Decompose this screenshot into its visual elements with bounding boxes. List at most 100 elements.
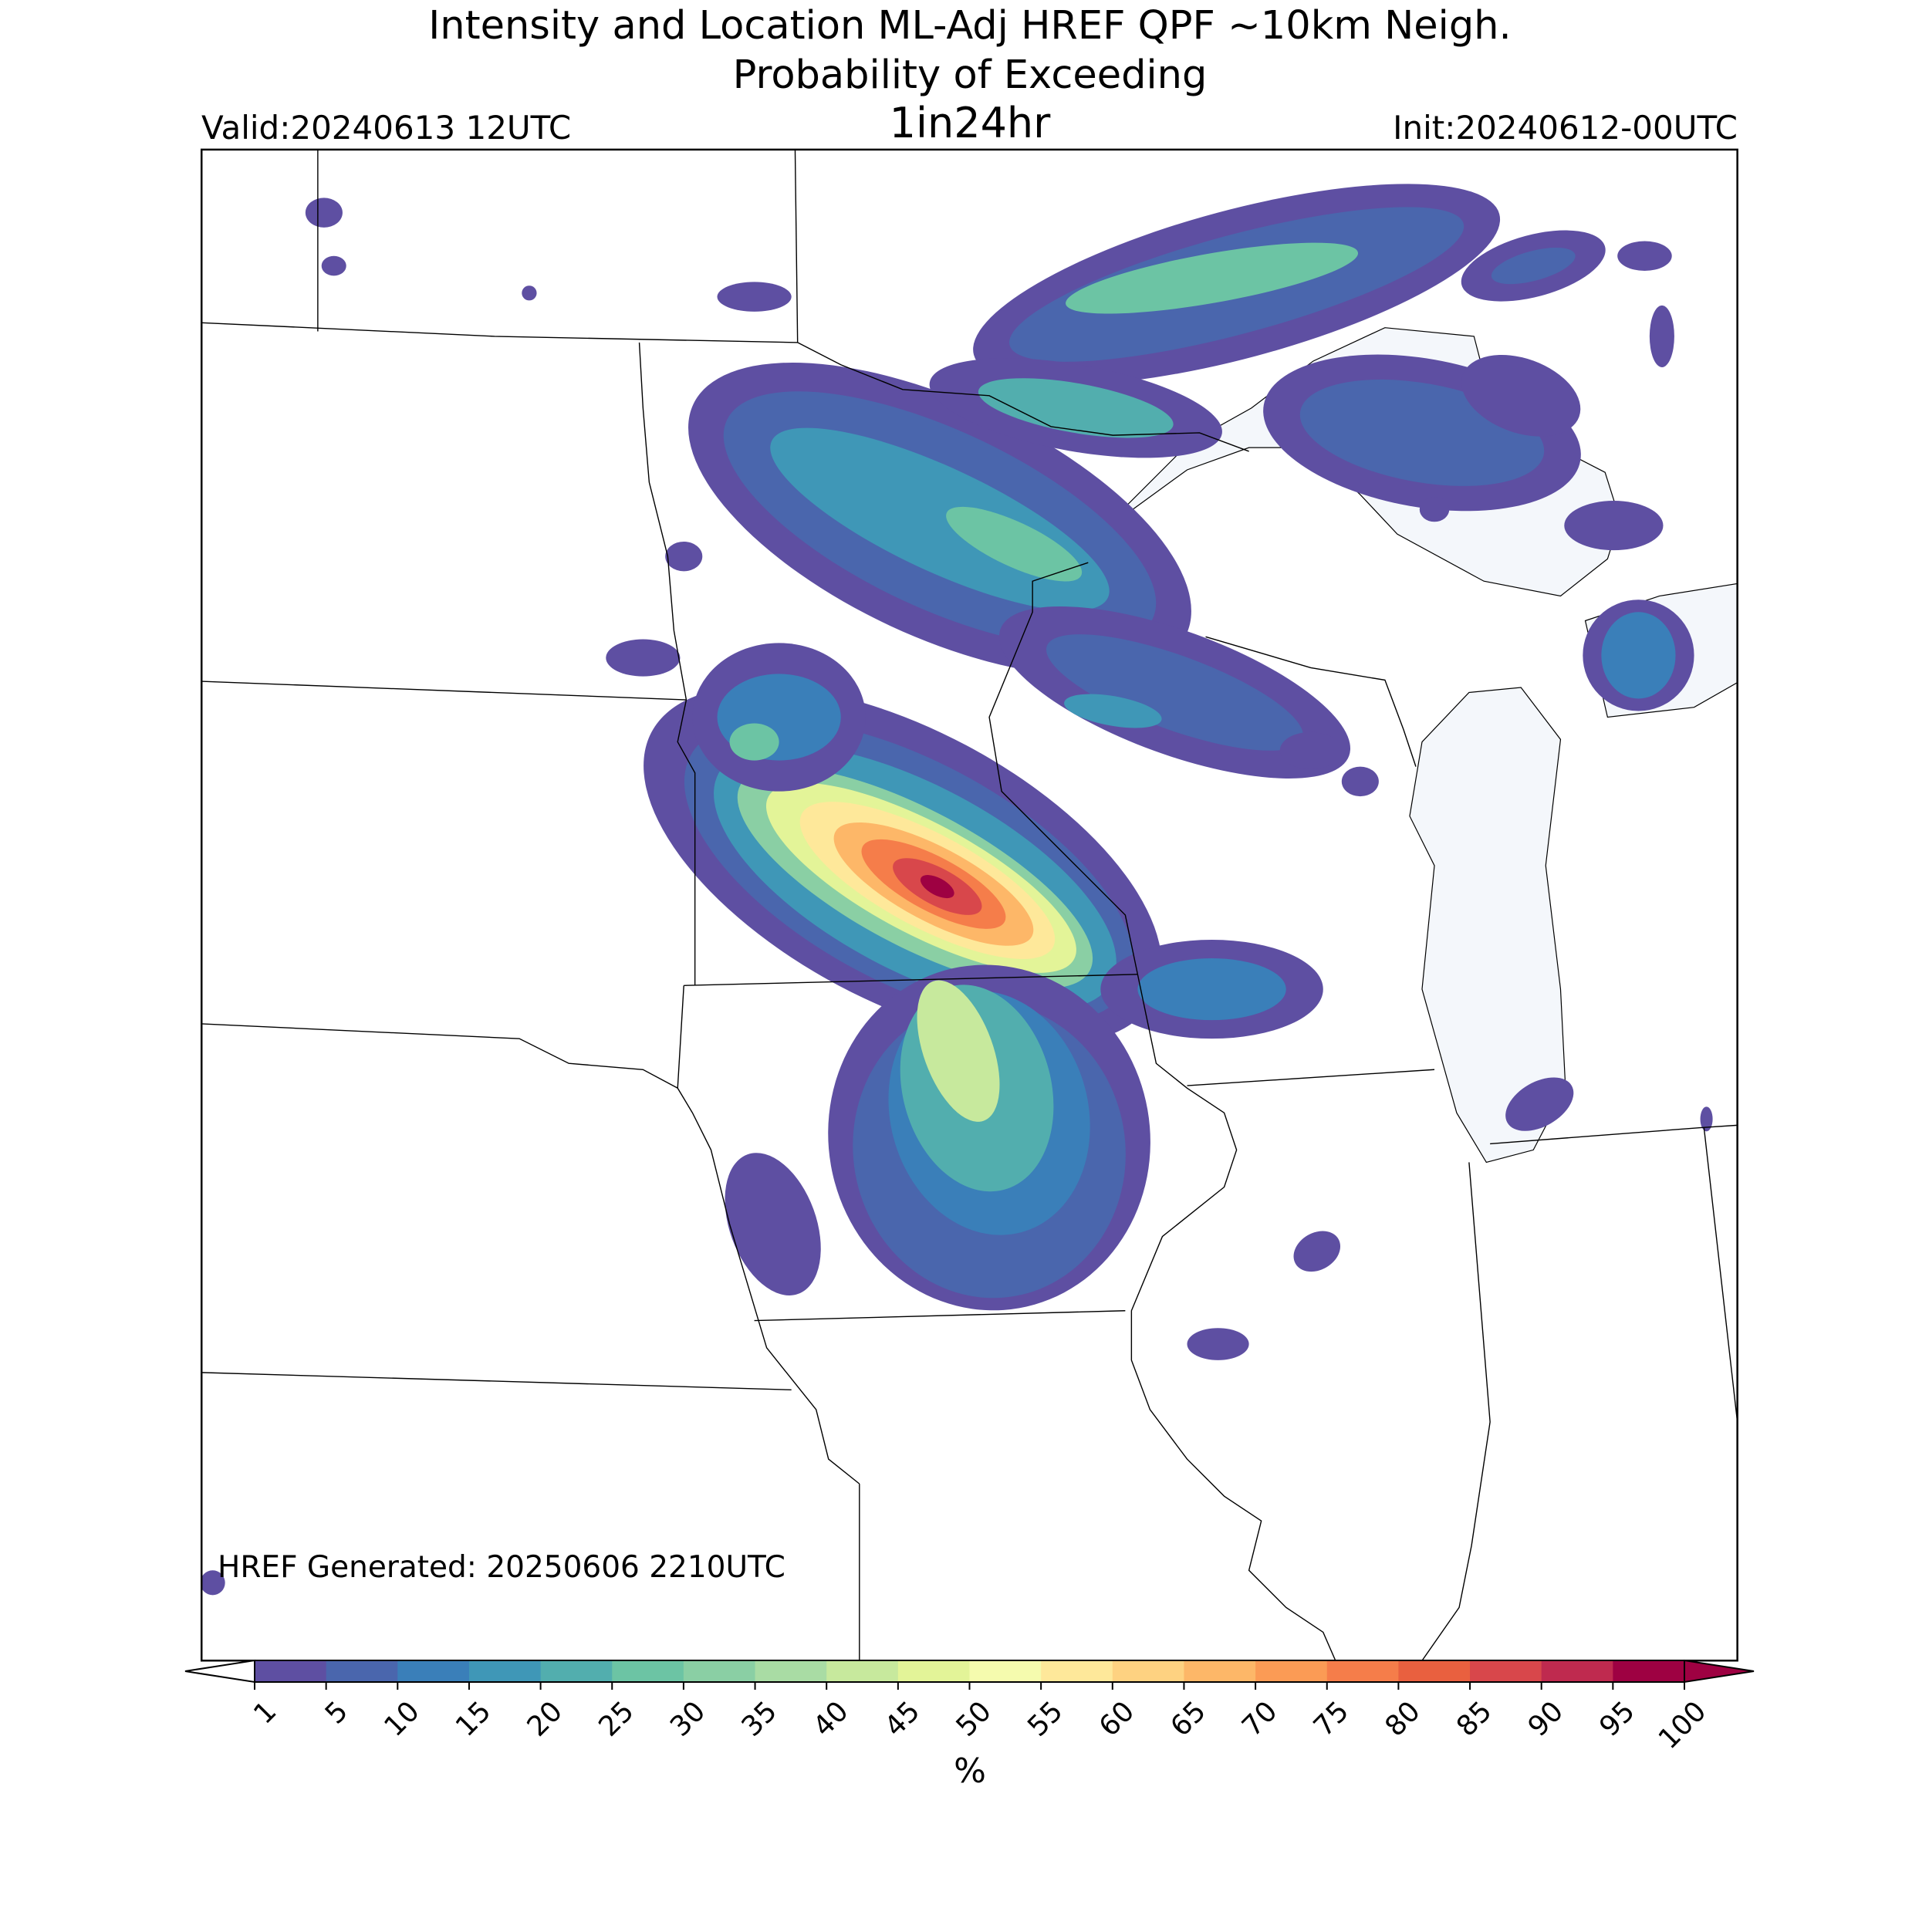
probability-contour	[946, 506, 1083, 582]
border	[1704, 1128, 1737, 1422]
probability-contour	[1341, 766, 1379, 797]
border	[640, 343, 687, 700]
colorbar-tick-label: 80	[1379, 1695, 1426, 1742]
colorbar-swatch	[255, 1660, 327, 1682]
colorbar-swatch	[1255, 1660, 1328, 1682]
colorbar-tick-label: 60	[1093, 1695, 1140, 1742]
border	[201, 681, 686, 700]
colorbar-tick-label: 10	[378, 1695, 425, 1742]
border	[1490, 1125, 1738, 1143]
probability-contour	[729, 723, 779, 761]
probability-contour	[1066, 242, 1359, 314]
colorbar-swatch	[1041, 1660, 1113, 1682]
border	[684, 974, 1137, 985]
colorbar-tick-label: 65	[1165, 1695, 1212, 1742]
colorbar-swatch	[1470, 1660, 1542, 1682]
colorbar-tick-label: 55	[1022, 1695, 1069, 1742]
probability-contour	[725, 1153, 821, 1295]
init-time: Init:20240612-00UTC	[1393, 109, 1738, 147]
accumulation-period: 1in24hr	[890, 99, 1052, 147]
border	[755, 1311, 1126, 1321]
probability-contour	[1617, 241, 1672, 271]
probability-contour	[201, 1570, 225, 1596]
probability-contour	[920, 875, 954, 899]
probability-contour	[1419, 497, 1450, 522]
border	[677, 985, 729, 1224]
probability-field	[201, 184, 1713, 1596]
probability-contour	[978, 378, 1174, 438]
probability-contour	[305, 198, 343, 228]
probability-contour	[717, 282, 792, 312]
probability-contour	[1046, 634, 1303, 751]
border	[730, 1224, 860, 1484]
colorbar-tick-label: 100	[1653, 1695, 1713, 1755]
probability-contour	[1187, 1328, 1249, 1360]
border	[677, 700, 694, 985]
colorbar-tick-label: 30	[664, 1695, 711, 1742]
colorbar-swatch	[1326, 1660, 1399, 1682]
colorbar-swatch	[755, 1660, 827, 1682]
probability-contour	[606, 639, 681, 677]
colorbar-swatch	[969, 1660, 1042, 1682]
colorbar-tick-label: 20	[522, 1695, 569, 1742]
colorbar-swatch	[397, 1660, 470, 1682]
colorbar-swatch	[897, 1660, 970, 1682]
probability-contour	[1461, 354, 1581, 437]
colorbar-tick-label: 15	[450, 1695, 497, 1742]
valid-time: Valid:20240613 12UTC	[201, 109, 571, 147]
colorbar-swatch	[826, 1660, 899, 1682]
border	[798, 343, 1249, 451]
probability-contour	[917, 980, 1000, 1122]
colorbar-tick-label: 70	[1236, 1695, 1283, 1742]
title-line-1: Intensity and Location ML-Adj HREF QPF ~…	[428, 3, 1511, 49]
probability-contour	[1564, 501, 1664, 551]
state-borders	[201, 150, 1737, 1660]
colorbar-swatch	[468, 1660, 542, 1682]
colorbar-tick-label: 90	[1522, 1695, 1569, 1742]
border	[201, 1373, 791, 1390]
probability-contour	[522, 285, 537, 301]
colorbar-tick-label: 45	[879, 1695, 926, 1742]
probability-contour	[1137, 958, 1286, 1021]
probability-contour	[1649, 305, 1674, 367]
colorbar-tick-label: 25	[593, 1695, 640, 1742]
colorbar-swatch	[1541, 1660, 1613, 1682]
colorbar-swatch	[1112, 1660, 1184, 1682]
title-line-2: Probability of Exceeding	[733, 52, 1208, 98]
probability-contour	[321, 255, 346, 276]
colorbar-swatch	[683, 1660, 756, 1682]
colorbar-swatch	[540, 1660, 613, 1682]
border	[989, 562, 1137, 974]
colorbar: 1 5 10 15 20 25 30 35 40 45 50 55 60 65 70 75 80 85 90 95 10…	[184, 1659, 1755, 1755]
probability-contour	[1279, 731, 1342, 769]
border	[1131, 974, 1335, 1660]
colorbar-tick-label: 75	[1308, 1695, 1355, 1742]
colorbar-swatch	[1613, 1660, 1685, 1682]
colorbar-tick-label: 35	[736, 1695, 783, 1742]
colorbar-swatch	[612, 1660, 684, 1682]
probability-contour	[1491, 247, 1576, 285]
colorbar-over	[1684, 1659, 1755, 1684]
colorbar-tick-label: 95	[1593, 1695, 1640, 1742]
colorbar-tick-label: 1	[248, 1695, 282, 1730]
probability-contour	[1700, 1106, 1713, 1132]
colorbar-swatch	[326, 1660, 398, 1682]
border	[201, 1024, 677, 1088]
colorbar-swatch	[1184, 1660, 1256, 1682]
colorbar-tick-label: 85	[1451, 1695, 1498, 1742]
border	[795, 150, 797, 343]
probability-contour	[1505, 1077, 1574, 1131]
colorbar-label: %	[954, 1751, 986, 1791]
colorbar-tick-label: 50	[951, 1695, 998, 1742]
border	[1206, 637, 1416, 766]
colorbar-swatch	[1398, 1660, 1471, 1682]
border	[1187, 1069, 1434, 1086]
colorbar-tick-label: 5	[319, 1695, 354, 1730]
probability-contour	[1064, 694, 1162, 728]
colorbar-under	[184, 1659, 255, 1684]
border	[201, 323, 797, 343]
map	[201, 142, 1738, 1660]
colorbar-tick-label: 40	[807, 1695, 854, 1742]
